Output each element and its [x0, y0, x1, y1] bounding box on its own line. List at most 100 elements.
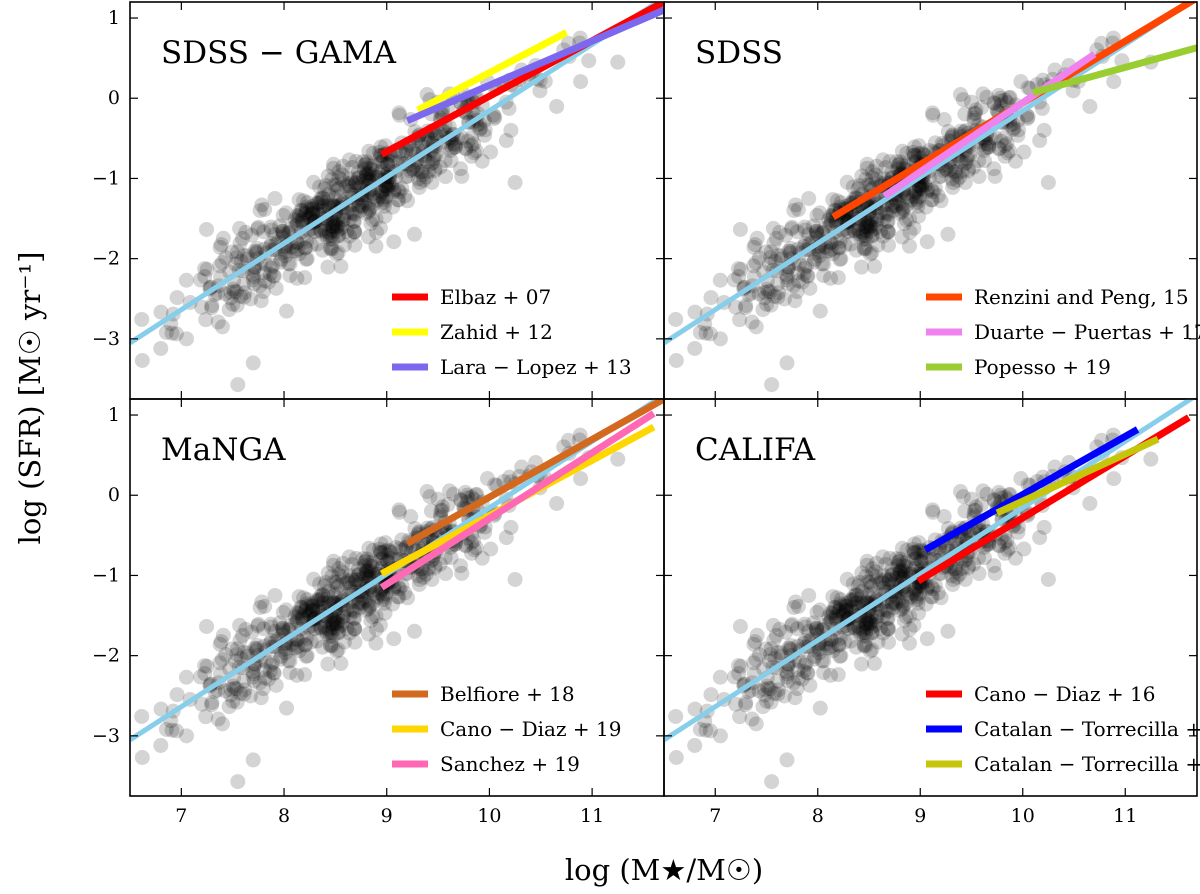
- scatter-point: [966, 159, 982, 175]
- scatter-point: [863, 224, 879, 240]
- scatter-point: [987, 168, 1003, 184]
- scatter-point: [910, 595, 926, 611]
- scatter-point: [997, 545, 1013, 561]
- scatter-point: [291, 192, 307, 208]
- scatter-point: [366, 157, 382, 173]
- scatter-point: [410, 171, 426, 187]
- scatter-point: [880, 223, 896, 239]
- scatter-point: [378, 189, 394, 205]
- scatter-point: [733, 658, 749, 674]
- scatter-point: [227, 283, 243, 299]
- scatter-point: [864, 164, 880, 180]
- scatter-point: [824, 610, 840, 626]
- scatter-point: [437, 153, 453, 169]
- scatter-point: [357, 196, 373, 212]
- scatter-point: [957, 106, 973, 122]
- scatter-point: [862, 643, 878, 659]
- scatter-point: [153, 340, 169, 356]
- scatter-point: [228, 256, 244, 272]
- scatter-point: [822, 218, 838, 234]
- scatter-point: [304, 595, 320, 611]
- scatter-point: [350, 164, 366, 180]
- scatter-point: [380, 542, 396, 558]
- scatter-point: [288, 615, 304, 631]
- scatter-point: [889, 154, 905, 170]
- scatter-point: [822, 615, 838, 631]
- scatter-point: [890, 558, 906, 574]
- scatter-point: [784, 221, 800, 237]
- scatter-point: [262, 663, 278, 679]
- scatter-point: [390, 182, 406, 198]
- scatter-point: [365, 609, 381, 625]
- scatter-point: [474, 153, 490, 169]
- scatter-point: [993, 93, 1009, 109]
- scatter-point: [902, 621, 918, 637]
- scatter-point: [351, 566, 367, 582]
- scatter-point: [267, 227, 283, 243]
- scatter-point: [302, 207, 318, 223]
- scatter-point: [294, 203, 310, 219]
- panel-title: MaNGA: [161, 432, 286, 468]
- scatter-point: [903, 192, 919, 208]
- scatter-point: [860, 214, 876, 230]
- scatter-point: [245, 272, 261, 288]
- scatter-point: [896, 599, 912, 615]
- scatter-point: [971, 153, 987, 169]
- scatter-point: [218, 647, 234, 663]
- scatter-point: [861, 214, 877, 230]
- scatter-point: [283, 220, 299, 236]
- scatter-point: [334, 569, 350, 585]
- scatter-point: [816, 220, 832, 236]
- scatter-point: [862, 246, 878, 262]
- scatter-point: [732, 221, 748, 237]
- scatter-point: [913, 578, 929, 594]
- scatter-point: [464, 148, 480, 164]
- scatter-point: [365, 212, 381, 228]
- scatter-point: [303, 634, 319, 650]
- scatter-point: [936, 112, 952, 128]
- scatter-point: [860, 588, 876, 604]
- scatter-point: [911, 586, 927, 602]
- scatter-point: [825, 606, 841, 622]
- scatter-point: [438, 169, 454, 185]
- scatter-point: [825, 192, 841, 208]
- scatter-point: [249, 641, 265, 657]
- scatter-point: [909, 588, 925, 604]
- scatter-point: [966, 106, 982, 122]
- scatter-point: [767, 650, 783, 666]
- scatter-point: [911, 208, 927, 224]
- scatter-point: [272, 615, 288, 631]
- scatter-point: [919, 184, 935, 200]
- scatter-point: [290, 638, 306, 654]
- scatter-point: [273, 648, 289, 664]
- scatter-point: [347, 206, 363, 222]
- scatter-point: [309, 633, 325, 649]
- scatter-point: [252, 675, 268, 691]
- scatter-point: [313, 588, 329, 604]
- scatter-point: [380, 182, 396, 198]
- scatter-point: [809, 604, 825, 620]
- scatter-point: [737, 697, 753, 713]
- panel-title: CALIFA: [695, 432, 816, 468]
- scatter-point: [781, 243, 797, 259]
- scatter-point: [973, 497, 989, 513]
- scatter-point: [217, 286, 233, 302]
- scatter-point: [350, 567, 366, 583]
- scatter-point: [342, 608, 358, 624]
- scatter-point: [991, 537, 1007, 553]
- scatter-point: [325, 160, 341, 176]
- scatter-point: [773, 248, 789, 264]
- scatter-point: [328, 611, 344, 627]
- scatter-point: [885, 566, 901, 582]
- scatter-point: [961, 558, 977, 574]
- scatter-point: [442, 483, 458, 499]
- scatter-point: [903, 589, 919, 605]
- scatter-point: [355, 551, 371, 567]
- scatter-point: [749, 230, 765, 246]
- scatter-point: [224, 641, 240, 657]
- scatter-point: [390, 192, 406, 208]
- series-line: [379, 410, 656, 591]
- scatter-point: [297, 667, 313, 683]
- scatter-point: [947, 561, 963, 577]
- scatter-point: [892, 562, 908, 578]
